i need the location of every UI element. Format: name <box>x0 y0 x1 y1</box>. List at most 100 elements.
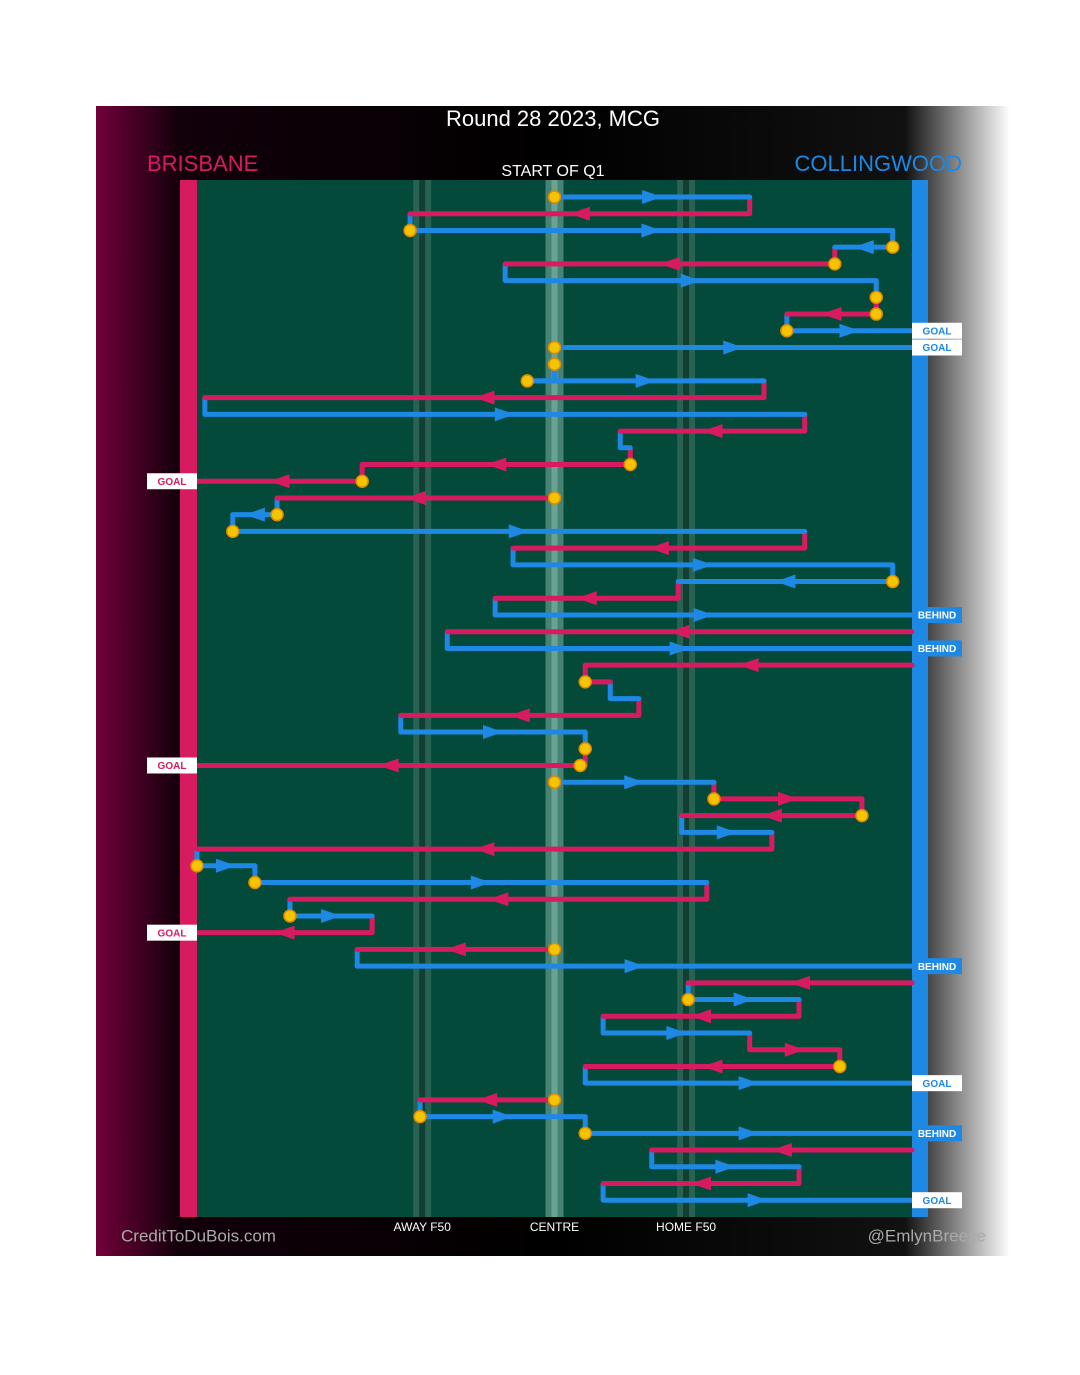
stoppage-dot <box>547 340 562 355</box>
outcome-box <box>147 757 197 774</box>
outcome-box <box>912 1125 962 1142</box>
stoppage-dot <box>885 240 900 254</box>
arrow <box>474 842 495 857</box>
arrow <box>508 524 529 539</box>
outcome-label: GOAL <box>923 326 952 337</box>
team-right: COLLINGWOOD <box>795 151 962 176</box>
arrow <box>747 1193 768 1208</box>
arrow <box>576 591 597 606</box>
stoppage-dot <box>547 491 562 505</box>
zone-label: AWAY F50 <box>394 1220 452 1234</box>
credit-right: @EmlynBreese <box>868 1226 986 1245</box>
arrow <box>738 1126 759 1141</box>
stoppage-dot <box>869 290 883 305</box>
zone-label: HOME F50 <box>656 1220 716 1234</box>
arrow <box>648 541 669 556</box>
stoppage-dot <box>833 1059 847 1074</box>
stoppage-dot <box>869 307 883 321</box>
arrow <box>669 624 690 639</box>
arrow <box>494 407 515 422</box>
outcome-box <box>912 1075 962 1092</box>
arrow <box>738 1076 759 1091</box>
arrow <box>509 708 530 723</box>
arrow <box>680 273 701 288</box>
outcome-box <box>912 607 962 623</box>
arrow <box>666 1026 687 1040</box>
outcome-label: BEHIND <box>918 962 956 973</box>
arrow <box>244 507 265 522</box>
arrow <box>839 323 860 338</box>
stoppage-dot <box>681 992 695 1007</box>
arrow <box>486 457 507 472</box>
outcome-box <box>912 640 962 657</box>
arrow <box>692 557 713 572</box>
arrow <box>853 240 874 255</box>
arrow <box>624 775 645 790</box>
arrow <box>702 1059 723 1074</box>
outcome-label: BEHIND <box>918 1129 956 1140</box>
arrow <box>378 758 399 773</box>
stoppage-dot <box>190 859 204 873</box>
stoppage-dot <box>413 1109 427 1124</box>
arrow <box>693 608 714 622</box>
stoppage-dot <box>547 357 562 371</box>
arrow <box>641 223 662 238</box>
collingwood-goal-line <box>912 180 928 1217</box>
arrow <box>761 808 782 823</box>
arrow <box>642 190 663 204</box>
stoppage-dot <box>547 1093 562 1107</box>
stoppage-dot <box>283 909 297 923</box>
brisbane-goal-line <box>180 180 197 1217</box>
arrow <box>269 474 290 489</box>
arrow <box>771 1143 792 1158</box>
credit-left: CreditToDuBois.com <box>121 1226 276 1245</box>
outcome-label: GOAL <box>158 761 187 772</box>
outcome-label: GOAL <box>923 1079 952 1090</box>
stoppage-dot <box>885 574 900 589</box>
arrow <box>716 825 737 840</box>
outcome-box <box>912 958 962 975</box>
arrow <box>569 206 590 221</box>
arrow <box>691 1009 712 1024</box>
team-left: BRISBANE <box>147 151 258 176</box>
stoppage-dot <box>270 507 284 522</box>
arrow <box>474 390 495 405</box>
stoppage-dot <box>573 758 587 773</box>
arrow <box>624 959 645 974</box>
arrow <box>784 1042 805 1057</box>
arrow <box>445 942 466 957</box>
stoppage-dot <box>547 775 562 789</box>
stoppage-dot <box>226 524 240 539</box>
outcome-box <box>147 924 197 941</box>
arrow <box>715 1159 736 1174</box>
stoppage-dot <box>578 742 592 756</box>
stoppage-dot <box>578 1126 592 1141</box>
arrow <box>635 373 656 388</box>
arrow <box>777 791 798 806</box>
arrow <box>492 1109 513 1124</box>
stoppage-dot <box>780 324 794 338</box>
arrow <box>723 340 744 355</box>
outcome-label: BEHIND <box>918 644 956 655</box>
outcome-box <box>147 473 197 490</box>
arrow <box>477 1092 498 1107</box>
outcome-box <box>912 339 962 356</box>
stoppage-dot <box>355 474 369 488</box>
title: Round 28 2023, MCG <box>446 106 660 131</box>
outcome-label: GOAL <box>923 343 952 354</box>
arrow <box>470 875 491 890</box>
stoppage-dot <box>547 942 562 957</box>
zone-label: CENTRE <box>530 1220 579 1234</box>
arrow <box>669 641 690 656</box>
arrow <box>691 1176 712 1191</box>
outcome-label: GOAL <box>158 928 187 939</box>
stoppage-dot <box>520 374 535 388</box>
arrow <box>405 490 426 505</box>
outcome-label: BEHIND <box>918 611 956 622</box>
arrow <box>702 424 723 439</box>
arrow <box>790 975 811 990</box>
arrow <box>215 858 236 873</box>
arrow <box>483 725 504 740</box>
outcome-box <box>912 322 962 339</box>
